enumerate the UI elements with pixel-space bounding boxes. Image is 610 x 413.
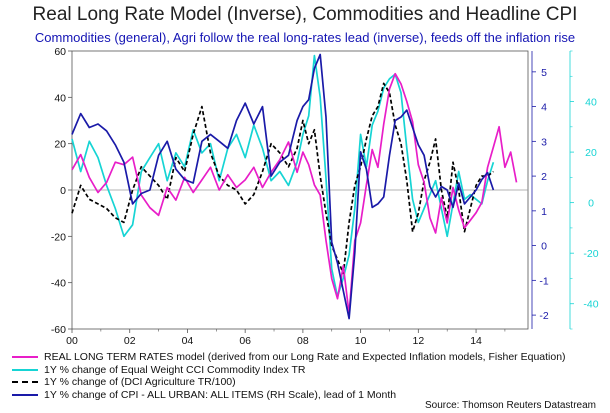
left-axis-tick-label: 60 (54, 46, 66, 58)
real-rates-axis-tick-label: -40 (583, 299, 598, 311)
series-agri-line (71, 82, 494, 275)
legend-item-real-rates: REAL LONG TERM RATES model (derived from… (12, 351, 566, 364)
left-axis-tick-label: 0 (60, 185, 66, 197)
x-axis-tick-label: 06 (239, 335, 251, 347)
cpi-axis-tick-label: 2 (541, 171, 547, 183)
cpi-axis-tick-label: 5 (541, 67, 547, 79)
source-note: Source: Thomson Reuters Datastream (424, 400, 596, 411)
cpi-axis-tick-label: -2 (539, 310, 548, 322)
real-rates-axis-tick-label: 40 (585, 97, 597, 109)
cpi-axis-tick-label: 0 (541, 241, 547, 253)
left-axis-tick-label: -20 (51, 231, 66, 243)
x-axis-tick-label: 12 (412, 335, 424, 347)
cpi-axis-tick-label: 3 (541, 136, 547, 148)
legend-swatch-cpi (12, 393, 38, 396)
left-axis-tick-label: -60 (51, 324, 66, 336)
legend-label-agri: 1Y % change of (DCI Agriculture TR/100) (44, 376, 236, 388)
legend-label-cci: 1Y % change of Equal Weight CCI Commodit… (44, 363, 306, 376)
legend-label-real-rates: REAL LONG TERM RATES model (derived from… (44, 351, 566, 363)
x-axis-tick-label: 04 (182, 335, 194, 347)
chart-subtitle: Commodities (general), Agri follow the r… (34, 30, 576, 45)
legend-swatch-cci (12, 368, 38, 371)
legend-item-cci: 1Y % change of Equal Weight CCI Commodit… (12, 364, 566, 377)
chart-legend: REAL LONG TERM RATES model (derived from… (12, 351, 566, 401)
x-axis-tick-label: 00 (66, 335, 78, 347)
left-axis-tick-label: 20 (54, 139, 66, 151)
left-axis-tick-label: -40 (51, 278, 66, 290)
x-axis-tick-label: 10 (355, 335, 367, 347)
legend-item-cpi: 1Y % change of CPI - ALL URBAN: ALL ITEM… (12, 389, 566, 402)
legend-swatch-agri (12, 381, 38, 384)
cpi-axis-tick-label: 1 (541, 206, 547, 218)
legend-swatch-real-rates (12, 356, 38, 359)
left-axis-tick-label: 40 (54, 92, 66, 104)
cpi-axis-tick-label: 4 (541, 102, 547, 114)
real-rates-axis-tick-label: -20 (583, 248, 598, 260)
series-real-rates-line (71, 72, 518, 315)
cpi-axis-tick-label: -1 (539, 275, 548, 287)
chart-title: Real Long Rate Model (Inverse), Commodit… (32, 4, 578, 25)
x-axis-tick-label: 14 (470, 335, 482, 347)
x-axis-tick-label: 02 (124, 335, 136, 347)
real-rates-axis-tick-label: 20 (585, 147, 597, 159)
series-cci-line (71, 54, 495, 298)
legend-label-cpi: 1Y % change of CPI - ALL URBAN: ALL ITEM… (44, 388, 397, 401)
x-axis-tick-label: 08 (297, 335, 309, 347)
series-cpi-line (71, 53, 495, 320)
legend-item-agri: 1Y % change of (DCI Agriculture TR/100) (12, 376, 566, 389)
real-rates-axis-tick-label: 0 (588, 198, 594, 210)
